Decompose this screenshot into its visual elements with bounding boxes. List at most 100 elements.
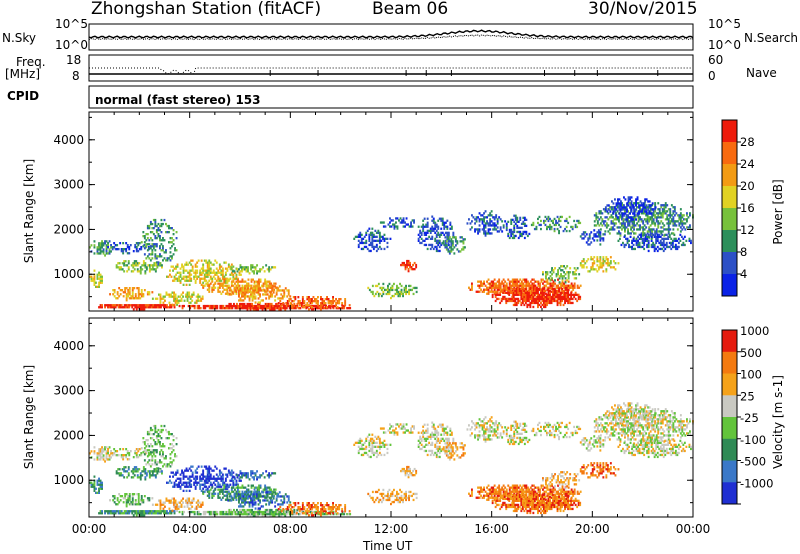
heatmap-cell (131, 304, 134, 307)
heatmap-cell (672, 224, 675, 227)
heatmap-cell (397, 290, 400, 294)
heatmap-cell (474, 230, 476, 233)
heatmap-cell (182, 475, 185, 478)
heatmap-cell (272, 289, 275, 292)
heatmap-cell (268, 266, 271, 269)
heatmap-cell (657, 226, 660, 229)
heatmap-cell (234, 513, 237, 516)
heatmap-cell (162, 222, 164, 226)
heatmap-cell (194, 301, 197, 304)
heatmap-cell (102, 458, 105, 461)
heatmap-cell (673, 222, 676, 225)
heatmap-cell (167, 512, 170, 515)
heatmap-cell (568, 293, 571, 296)
heatmap-cell (206, 479, 209, 482)
heatmap-cell (607, 224, 610, 227)
heatmap-cell (621, 204, 623, 207)
heatmap-cell (126, 458, 129, 461)
heatmap-cell (492, 280, 495, 283)
heatmap-cell (628, 222, 631, 225)
heatmap-cell (426, 229, 429, 232)
heatmap-cell (686, 220, 688, 223)
heatmap-cell (171, 461, 173, 464)
heatmap-cell (630, 200, 633, 203)
heatmap-cell (135, 448, 138, 451)
heatmap-cell (446, 235, 449, 238)
heatmap-cell (539, 282, 541, 285)
heatmap-cell (175, 443, 178, 446)
heatmap-cell (176, 507, 178, 510)
heatmap-cell (137, 448, 140, 451)
heatmap-cell (481, 284, 484, 287)
heatmap-cell (303, 302, 306, 305)
heatmap-cell (444, 239, 447, 242)
heatmap-cell (665, 237, 668, 240)
heatmap-cell (214, 286, 217, 289)
heatmap-cell (133, 262, 136, 265)
heatmap-cell (125, 304, 128, 307)
heatmap-cell (690, 241, 692, 245)
heatmap-cell (387, 292, 389, 296)
heatmap-cell (676, 214, 679, 217)
heatmap-cell (288, 298, 291, 301)
heatmap-cell (191, 473, 194, 476)
heatmap-cell (195, 301, 198, 304)
heatmap-cell (377, 231, 380, 234)
heatmap-cell (357, 233, 360, 236)
heatmap-cell (158, 293, 160, 296)
heatmap-cell (155, 512, 158, 515)
heatmap-cell (157, 222, 160, 226)
heatmap-cell (563, 271, 565, 274)
heatmap-cell (239, 297, 242, 300)
heatmap-cell (511, 287, 514, 290)
heatmap-cell (148, 253, 151, 256)
heatmap-cell (134, 510, 137, 513)
heatmap-cell (513, 224, 516, 227)
heatmap-cell (410, 221, 412, 224)
heatmap-cell (543, 291, 545, 294)
heatmap-cell (200, 503, 203, 506)
heatmap-cell (537, 282, 540, 285)
heatmap-cell (128, 497, 131, 500)
heatmap-cell (154, 262, 157, 265)
heatmap-cell (157, 469, 160, 472)
heatmap-cell (235, 290, 238, 293)
heatmap-cell (534, 286, 537, 289)
heatmap-cell (510, 284, 513, 287)
heatmap-cell (623, 196, 625, 199)
heatmap-cell (483, 226, 485, 229)
heatmap-cell (163, 510, 165, 513)
heatmap-cell (135, 514, 138, 517)
heatmap-cell (423, 233, 426, 236)
heatmap-cell (648, 228, 651, 231)
heatmap-cell (477, 280, 479, 283)
heatmap-cell (573, 286, 576, 289)
heatmap-cell (508, 291, 511, 294)
heatmap-cell (225, 307, 228, 310)
heatmap-cell (658, 212, 661, 215)
heatmap-cell (587, 243, 590, 246)
heatmap-cell (553, 293, 556, 296)
heatmap-cell (412, 292, 415, 296)
heatmap-cell (196, 307, 199, 310)
heatmap-cell (435, 245, 438, 249)
heatmap-cell (660, 214, 663, 217)
heatmap-cell (462, 246, 465, 249)
heatmap-cell (551, 284, 553, 287)
heatmap-cell (171, 447, 173, 450)
heatmap-cell (544, 223, 547, 227)
heatmap-cell (230, 293, 233, 296)
heatmap-cell (173, 510, 176, 513)
heatmap-cell (118, 266, 121, 269)
heatmap-cell (137, 304, 140, 307)
heatmap-cell (495, 214, 498, 217)
heatmap-cell (546, 286, 549, 289)
heatmap-cell (660, 226, 663, 229)
heatmap-cell (173, 277, 176, 280)
heatmap-cell (101, 279, 103, 282)
heatmap-cell (647, 212, 650, 215)
heatmap-cell (286, 295, 289, 298)
heatmap-cell (238, 291, 240, 294)
heatmap-cell (493, 284, 496, 287)
heatmap-cell (658, 235, 661, 238)
